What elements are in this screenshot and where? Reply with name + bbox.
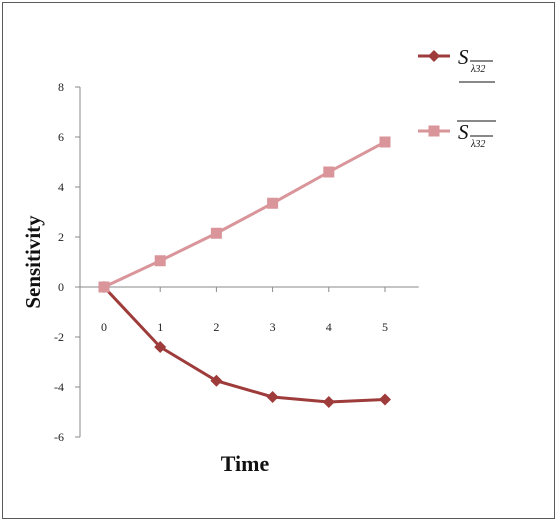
- series-line: [103, 140, 386, 289]
- series-1: [98, 281, 391, 408]
- y-tick-label: 8: [58, 80, 64, 94]
- legend-label-base: S: [458, 120, 469, 144]
- y-tick-label: -6: [54, 430, 64, 444]
- y-tick-label: -4: [54, 380, 64, 394]
- legend-marker: [428, 50, 440, 62]
- x-tick-label: 5: [382, 320, 388, 334]
- x-tick-label: 2: [213, 320, 219, 334]
- data-point-square: [267, 197, 279, 209]
- y-tick-label: 4: [58, 180, 64, 194]
- data-point-diamond: [379, 393, 391, 406]
- data-point-diamond: [154, 341, 167, 353]
- x-tick-label: 4: [326, 320, 332, 334]
- data-point-square: [154, 255, 166, 267]
- data-point-diamond: [210, 374, 223, 387]
- data-point-square: [323, 166, 335, 178]
- series-line: [102, 285, 386, 404]
- x-axis-title: Time: [221, 451, 270, 476]
- data-point-square: [210, 227, 222, 239]
- y-tick-label: 6: [58, 130, 64, 144]
- data-point-diamond: [322, 396, 335, 408]
- y-tick-label: 2: [58, 230, 64, 244]
- x-tick-label: 1: [157, 320, 163, 334]
- chart-frame: [2, 2, 555, 519]
- legend-marker: [428, 125, 440, 137]
- series-2: [98, 136, 391, 293]
- data-point-diamond: [266, 391, 279, 403]
- y-tick-label: -2: [54, 330, 64, 344]
- y-axis-title: Sensitivity: [21, 215, 45, 309]
- x-tick-label: 3: [270, 320, 276, 334]
- legend-label-subscript: λ32: [470, 64, 485, 75]
- series-layer: [98, 136, 391, 408]
- data-point-square: [98, 281, 110, 293]
- legend-label-subscript: λ32: [470, 139, 485, 150]
- tick-labels: 8 6 4 2 0 -2 -4 -6 0 1 2 3 4 5: [54, 80, 388, 444]
- data-point-square: [379, 136, 391, 148]
- legend-label-base: S: [458, 45, 469, 69]
- x-tick-label: 0: [101, 320, 107, 334]
- axes: [75, 86, 419, 438]
- y-tick-label: 0: [58, 280, 64, 294]
